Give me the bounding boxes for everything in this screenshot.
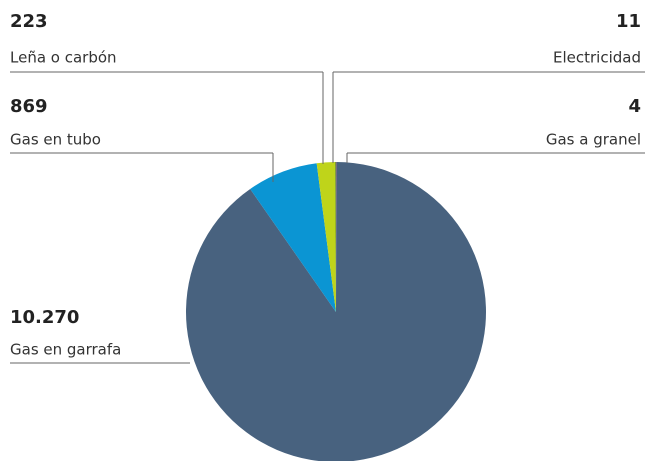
value-label: 11: [616, 11, 641, 32]
pie-slice: [335, 162, 336, 312]
category-label: Gas en garrafa: [10, 341, 121, 359]
pie-slice: [250, 163, 336, 312]
category-label: Electricidad: [553, 49, 641, 67]
value-label: 223: [10, 11, 48, 32]
pie-slice: [316, 162, 336, 312]
category-label: Leña o carbón: [10, 49, 117, 67]
value-label: 869: [10, 96, 48, 117]
pie-slice: [186, 162, 486, 461]
category-label: Gas en tubo: [10, 131, 101, 149]
category-label: Gas a granel: [546, 131, 641, 149]
value-label: 4: [628, 96, 641, 117]
value-label: 10.270: [10, 307, 79, 328]
